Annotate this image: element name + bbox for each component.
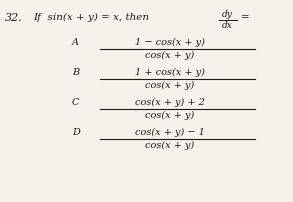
Text: cos(x + y) + 2: cos(x + y) + 2 (135, 98, 205, 107)
Text: A: A (72, 38, 79, 47)
Text: C: C (72, 98, 79, 106)
Text: =: = (241, 13, 250, 22)
Text: cos(x + y): cos(x + y) (145, 81, 195, 90)
Text: dx: dx (222, 21, 233, 30)
Text: cos(x + y) − 1: cos(x + y) − 1 (135, 127, 205, 136)
Text: If  sin(x + y) = x, then: If sin(x + y) = x, then (33, 13, 149, 22)
Text: 1 − cos(x + y): 1 − cos(x + y) (135, 38, 205, 47)
Text: D: D (72, 127, 80, 136)
Text: cos(x + y): cos(x + y) (145, 51, 195, 60)
Text: 1 + cos(x + y): 1 + cos(x + y) (135, 68, 205, 77)
Text: 32.: 32. (5, 13, 23, 23)
Text: cos(x + y): cos(x + y) (145, 140, 195, 149)
Text: cos(x + y): cos(x + y) (145, 110, 195, 120)
Text: dy: dy (222, 10, 233, 19)
Text: B: B (72, 68, 79, 77)
